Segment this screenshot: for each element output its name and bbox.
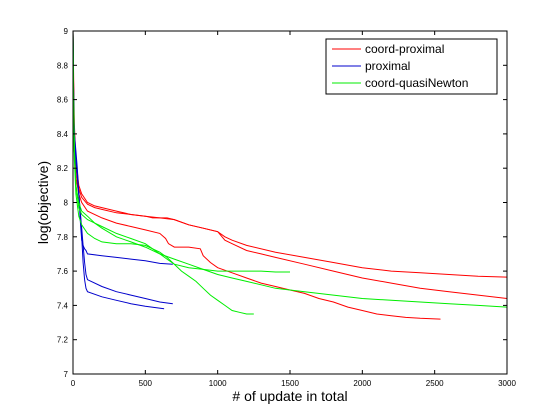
series-line-coord-proximal-run-3 [73, 31, 441, 320]
series-line-coord-quasiNewton-run-1 [73, 31, 507, 308]
x-tick-label: 0 [71, 379, 76, 388]
x-axis-label: # of update in total [232, 388, 347, 404]
y-tick-label: 7 [64, 370, 69, 379]
y-tick-label: 8.8 [57, 61, 69, 70]
series-line-coord-quasiNewton-run-3 [73, 31, 254, 315]
x-tick-label: 2000 [353, 379, 371, 388]
y-axis: 7 7.2 7.4 7.6 7.8 8 8.2 8.4 8.6 8.8 9 [57, 27, 507, 379]
series-line-proximal-run-1 [73, 31, 173, 265]
y-axis-label: log(objective) [35, 161, 51, 244]
legend-label-coord-quasiNewton: coord-quasiNewton [365, 76, 468, 90]
y-tick-label: 8.6 [57, 96, 69, 105]
x-tick-label: 1500 [281, 379, 299, 388]
x-tick-label: 2500 [426, 379, 444, 388]
y-tick-label: 7.8 [57, 233, 69, 242]
y-tick-label: 7.6 [57, 267, 69, 276]
legend-label-coord-proximal: coord-proximal [365, 42, 444, 56]
x-tick-label: 1000 [209, 379, 227, 388]
x-tick-label: 500 [139, 379, 153, 388]
legend-label-proximal: proximal [365, 59, 410, 73]
y-tick-label: 8.4 [57, 130, 69, 139]
series-line-coord-proximal-run-2 [73, 31, 507, 299]
y-tick-label: 9 [64, 27, 69, 36]
y-tick-label: 8.2 [57, 164, 69, 173]
legend: coord-proximal proximal coord-quasiNewton [325, 38, 498, 95]
series-layer [73, 31, 507, 320]
series-line-coord-quasiNewton-run-2 [73, 31, 290, 273]
y-tick-label: 8 [64, 199, 69, 208]
x-axis: 0 500 1000 1500 2000 2500 3000 [71, 31, 516, 388]
x-tick-label: 3000 [498, 379, 516, 388]
y-tick-label: 7.2 [57, 336, 69, 345]
y-tick-label: 7.4 [57, 301, 69, 310]
series-line-proximal-run-3 [73, 31, 165, 310]
